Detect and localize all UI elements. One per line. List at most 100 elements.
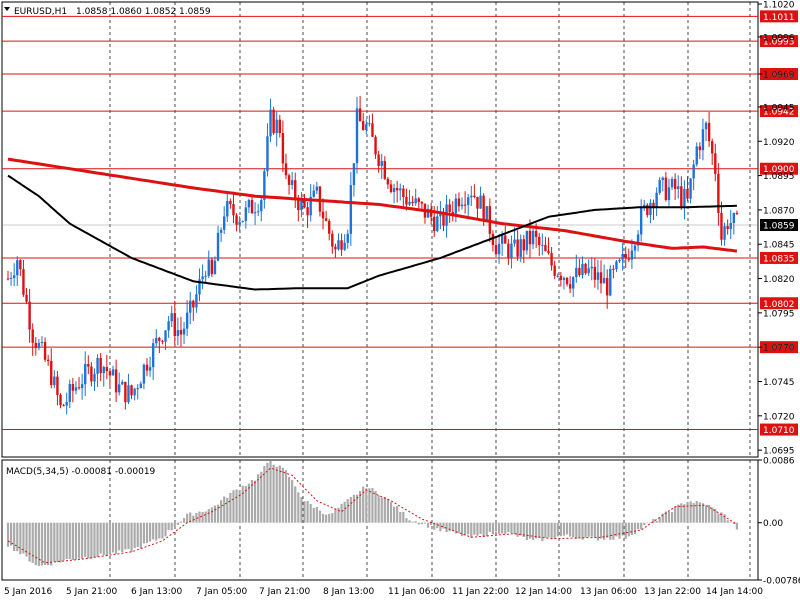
macd-bar <box>609 522 612 540</box>
macd-bar <box>102 522 105 556</box>
macd-bar <box>603 522 606 540</box>
macd-bar <box>732 522 735 524</box>
candle-body <box>62 405 65 407</box>
price-tick-label: 1.0870 <box>763 206 795 216</box>
candle-body <box>646 204 649 216</box>
candle-body <box>290 180 294 185</box>
macd-bar <box>420 522 423 525</box>
candle-body <box>399 188 402 191</box>
macd-bar <box>179 521 183 523</box>
macd-bar <box>714 508 717 523</box>
macd-bar <box>250 479 254 523</box>
macd-bar <box>396 506 399 523</box>
candle-body <box>182 328 186 335</box>
horizontal-levels <box>2 15 758 431</box>
ohlc-values: 1.0858 1.0860 1.0852 1.0859 <box>76 7 211 17</box>
macd-bar <box>31 522 34 563</box>
candle-body <box>31 329 34 343</box>
macd-bar <box>661 513 664 523</box>
candle-body <box>516 239 519 257</box>
macd-bar <box>711 507 714 523</box>
macd-bar <box>25 522 28 557</box>
candle-body <box>673 178 677 190</box>
macd-bar <box>37 522 40 566</box>
macd-bar <box>253 480 257 523</box>
candle-body <box>395 188 399 191</box>
level-tag-label: 1.0993 <box>763 38 795 48</box>
candle-body <box>167 321 170 331</box>
candle-body <box>244 207 248 221</box>
macd-bar <box>43 522 47 566</box>
candle-body <box>306 207 309 216</box>
candle-body <box>99 357 102 374</box>
macd-bar <box>352 494 356 523</box>
candle-body <box>176 330 180 336</box>
candle-body <box>556 275 559 277</box>
macd-bar <box>414 521 417 523</box>
candle-body <box>528 230 532 245</box>
candle-body <box>652 202 655 208</box>
macd-bar <box>164 522 167 537</box>
candle-body <box>87 364 90 367</box>
time-tick-label: 5 Jan 21:00 <box>66 587 118 597</box>
candle-body <box>643 204 646 207</box>
macd-bar <box>81 522 84 559</box>
candle-body <box>312 190 315 197</box>
macd-bar <box>28 522 31 562</box>
candle-body <box>232 204 235 216</box>
macd-bar <box>680 503 683 523</box>
candle-body <box>439 212 442 217</box>
macd-bar <box>470 522 473 538</box>
candle-body <box>53 376 56 386</box>
candle-body <box>538 236 541 245</box>
level-tag <box>760 35 798 48</box>
candle-body <box>253 212 257 214</box>
candle-body <box>383 161 387 179</box>
candle-body <box>371 123 374 137</box>
macd-bar <box>531 522 535 540</box>
candle-body <box>235 215 238 225</box>
candle-body <box>309 196 312 216</box>
price-tick-label: 1.0920 <box>763 138 795 148</box>
macd-bar <box>689 501 692 523</box>
macd-bar <box>287 477 291 523</box>
macd-bar <box>720 512 723 523</box>
macd-bar <box>318 510 322 523</box>
candle-body <box>454 198 458 214</box>
macd-bar <box>148 522 152 542</box>
candle-body <box>677 186 680 190</box>
macd-bar <box>590 522 593 537</box>
candle-body <box>680 186 683 207</box>
level-tag-label: 1.0942 <box>763 108 795 118</box>
dropdown-triangle-icon[interactable] <box>4 7 10 11</box>
symbol-header[interactable]: EURUSD,H1 1.0858 1.0860 1.0852 1.0859 <box>4 7 211 17</box>
candle-body <box>278 119 281 134</box>
macd-bar <box>683 504 686 523</box>
candle-body <box>374 136 377 155</box>
macd-bar <box>340 503 343 523</box>
candle-body <box>612 268 615 270</box>
macd-histogram <box>6 461 739 566</box>
macd-bar <box>519 522 522 536</box>
level-tag-label: 1.1011 <box>763 13 795 23</box>
candle-body <box>300 199 303 211</box>
candle-body <box>287 175 291 185</box>
macd-bar <box>34 522 37 566</box>
candle-body <box>559 275 563 280</box>
macd-bar <box>68 522 71 559</box>
macd-bar <box>488 522 491 532</box>
macd-bar <box>504 522 507 534</box>
macd-bar <box>121 522 124 553</box>
candle-body <box>173 313 176 336</box>
macd-bar <box>204 511 207 523</box>
candle-body <box>476 197 479 209</box>
macd-bar <box>263 466 266 523</box>
candle-body <box>417 198 420 202</box>
macd-bar <box>704 505 708 523</box>
macd-bar <box>235 489 238 523</box>
macd-bar <box>439 522 442 532</box>
macd-bar <box>90 522 93 559</box>
level-tag <box>760 341 798 354</box>
candle-body <box>16 260 19 276</box>
macd-bar <box>158 522 161 539</box>
